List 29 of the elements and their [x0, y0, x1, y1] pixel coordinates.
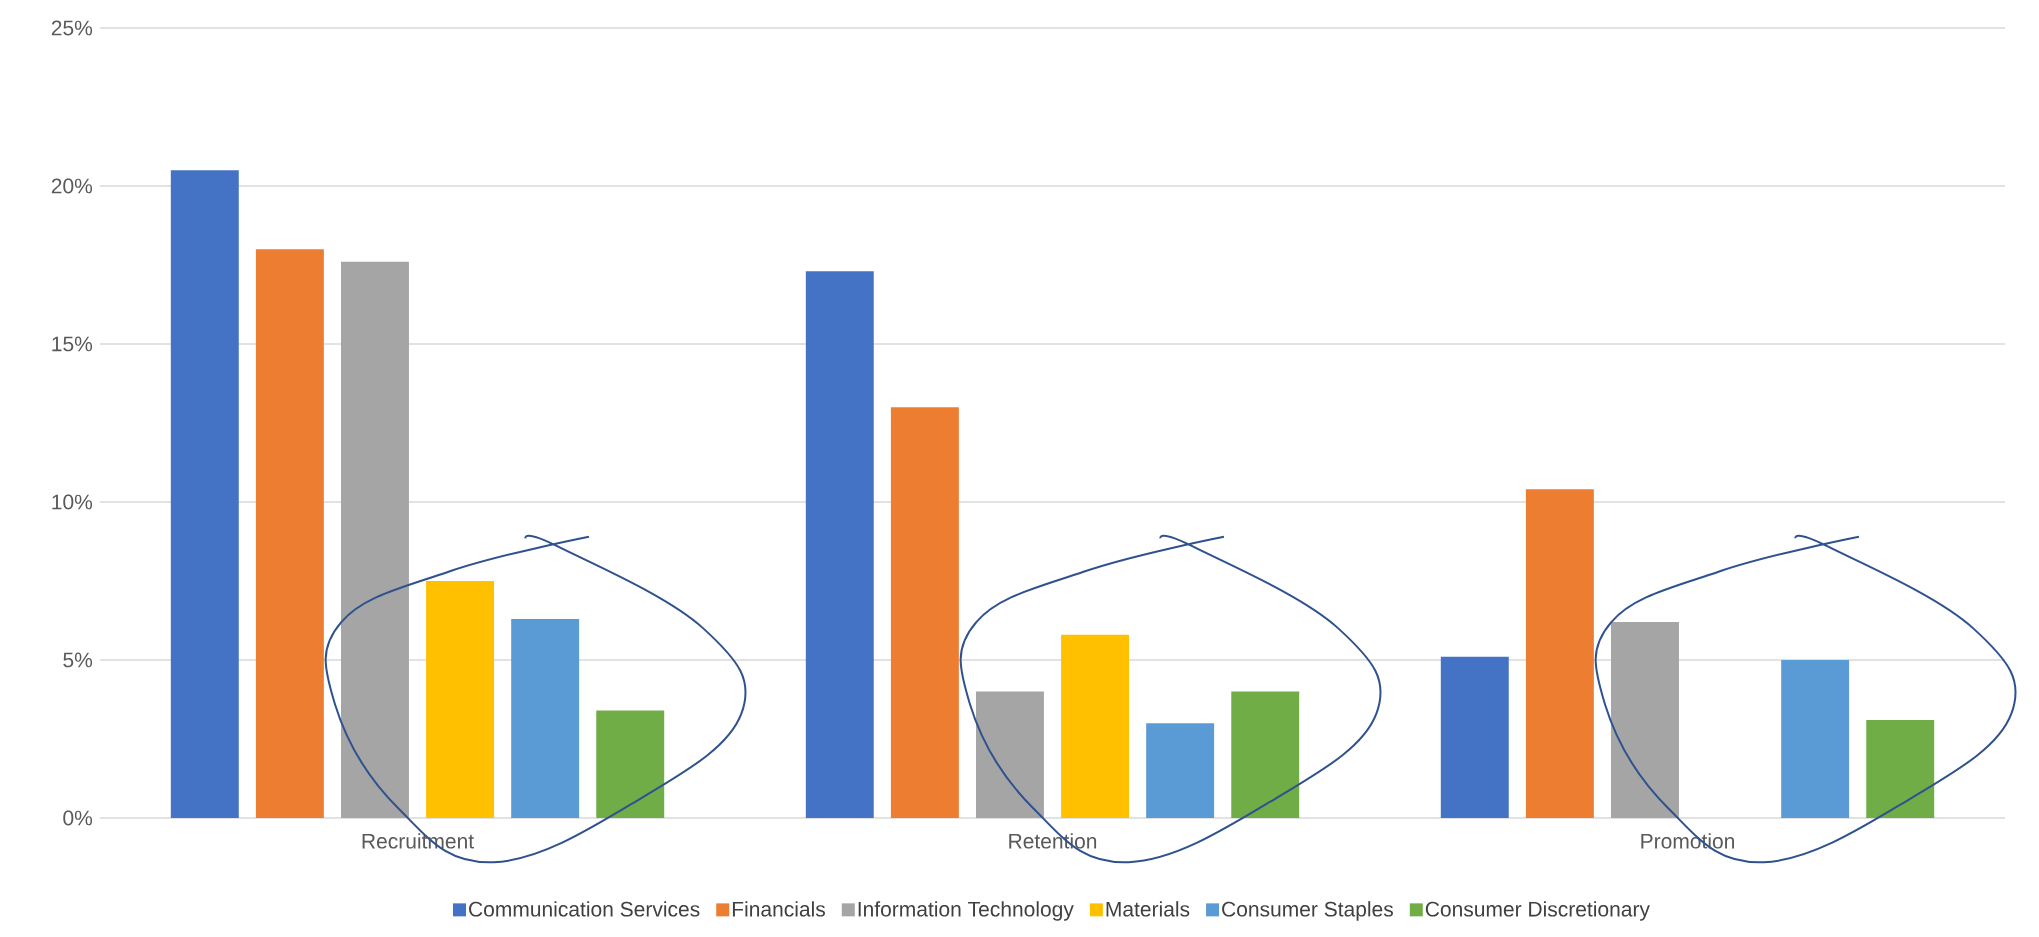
legend-label: Financials [732, 901, 825, 917]
bar [1146, 723, 1215, 818]
y-tick-label: 5% [63, 652, 93, 668]
bar [1061, 634, 1130, 818]
legend-label: Consumer Discretionary [1425, 901, 1650, 921]
bar [426, 580, 495, 818]
legend-label: Consumer Staples [1222, 901, 1393, 921]
bar [1440, 656, 1509, 818]
bar [1231, 691, 1300, 818]
y-tick-label: 20% [51, 178, 93, 194]
bar [596, 710, 665, 818]
bar [1610, 622, 1679, 818]
legend-label: Communication Services [469, 901, 700, 917]
bar [1525, 489, 1594, 818]
y-tick-label: 25% [51, 20, 93, 36]
y-tick-label: 10% [52, 494, 93, 510]
legend-label: Materials [1106, 901, 1190, 917]
bar [1781, 659, 1850, 818]
bar [511, 618, 580, 818]
bar [341, 261, 409, 818]
y-tick-label: 0% [63, 810, 93, 826]
legend-label: Information Technology [858, 901, 1074, 921]
bar [805, 271, 874, 818]
bar [1866, 720, 1935, 818]
bar [975, 691, 1044, 818]
y-tick-label: 15% [52, 336, 93, 352]
bar [255, 249, 324, 818]
bar [170, 170, 239, 818]
bar [890, 407, 959, 818]
